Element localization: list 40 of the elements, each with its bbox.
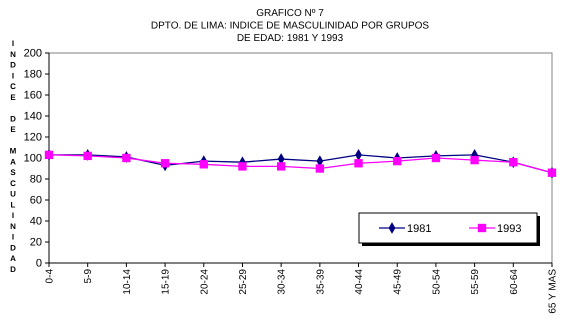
point (276, 162, 286, 171)
point (122, 154, 131, 162)
legend-label: 1993 (497, 222, 522, 235)
x-tick-label: 60-64 (508, 268, 520, 295)
x-tick-label: 45-49 (392, 268, 404, 295)
point (238, 162, 247, 171)
point (354, 159, 363, 168)
point (393, 156, 402, 166)
x-tick-label: 5-9 (83, 268, 94, 284)
point (84, 152, 92, 160)
y-tick-label: 60 (30, 194, 42, 207)
x-tick-label: 40-44 (354, 268, 366, 295)
point (200, 160, 208, 168)
chart-title: GRAFICO Nº 7 DPTO. DE LIMA: INDICE DE MASCULINIDAD POR GRUPOS DE EDAD: 1981 Y 1993 (150, 8, 430, 44)
y-tick-label: 120 (24, 132, 42, 144)
y-tick-label: 100 (24, 152, 42, 165)
x-tick-label: 55-59 (470, 268, 482, 295)
y-tick-label: 160 (24, 90, 42, 102)
point (432, 154, 440, 162)
y-tick-label: 80 (30, 174, 42, 186)
x-tick-label: 25-29 (238, 268, 249, 295)
y-tick-label: 40 (30, 216, 42, 228)
x-tick-label: 35-39 (315, 268, 326, 295)
point (160, 159, 170, 168)
y-tick-label: 180 (24, 68, 42, 81)
text: INDICE DE MASCULINIDAD (10, 39, 16, 274)
x-tick-label: 20-24 (199, 268, 210, 295)
x-tick-label: 0-4 (44, 268, 56, 284)
x-tick-label: 10-14 (122, 268, 133, 295)
legend-label: 1981 (407, 222, 432, 235)
x-tick-label: 65 Y MAS (548, 268, 558, 314)
y-tick-label: 20 (30, 236, 42, 249)
y-tick-label: 140 (24, 110, 42, 123)
point (316, 164, 324, 173)
y-tick-label: 200 (24, 48, 42, 60)
x-tick-label: 30-34 (276, 268, 288, 295)
x-tick-label: 50-54 (431, 268, 442, 295)
x-tick-label: 15-19 (160, 268, 172, 295)
y-tick-label: 0 (36, 258, 42, 270)
point (470, 156, 479, 164)
